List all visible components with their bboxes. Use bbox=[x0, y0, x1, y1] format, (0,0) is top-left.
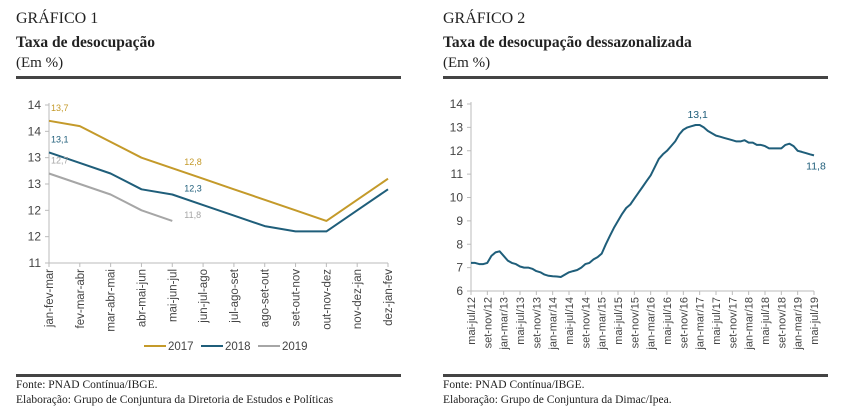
y-tick-label: 9 bbox=[456, 214, 463, 228]
credit-note: Elaboração: Grupo de Conjuntura da Dimac… bbox=[443, 394, 672, 406]
y-tick-label: 12 bbox=[450, 144, 464, 158]
data-label: 12,7 bbox=[51, 155, 69, 165]
x-tick-label: jan-mar/17 bbox=[695, 297, 707, 351]
source-note: Fonte: PNAD Contínua/IBGE. bbox=[443, 379, 585, 391]
x-tick-label: set-nov/14 bbox=[580, 297, 592, 348]
x-tick-label: abr-mai-jun bbox=[136, 269, 148, 327]
y-tick-label: 12 bbox=[28, 203, 42, 217]
chart-panel-2: GRÁFICO 2 Taxa de desocupação dessazonal… bbox=[443, 0, 828, 414]
y-tick-label: 11 bbox=[29, 256, 42, 270]
series-line-2017 bbox=[48, 119, 389, 222]
x-tick-label: jan-mar/18 bbox=[744, 297, 756, 351]
chart-unit: (Em %) bbox=[443, 55, 491, 71]
x-tick-label: jan-mar/14 bbox=[548, 297, 560, 351]
data-label: 13,7 bbox=[51, 103, 69, 113]
x-tick-label: jun-jul-ago bbox=[198, 269, 210, 324]
y-tick-label: 8 bbox=[456, 237, 463, 251]
data-label: 13,1 bbox=[51, 134, 69, 144]
x-tick-label: set-nov/12 bbox=[482, 297, 494, 348]
x-tick-label: mai-jul/13 bbox=[515, 297, 527, 345]
source-note: Fonte: PNAD Contínua/IBGE. bbox=[16, 379, 158, 391]
x-tick-label: dez-jan-fev bbox=[383, 269, 395, 326]
y-tick-label: 13 bbox=[450, 120, 464, 134]
y-tick-label: 14 bbox=[28, 124, 42, 138]
y-tick-label: 12 bbox=[28, 230, 42, 244]
x-tick-label: mai-jun-jul bbox=[167, 269, 179, 322]
y-tick-label: 7 bbox=[456, 261, 463, 275]
x-tick-label: set-nov/16 bbox=[678, 297, 690, 348]
x-tick-label: mai-jul/12 bbox=[466, 297, 478, 345]
series-line bbox=[471, 124, 815, 278]
chart-panel-1: GRÁFICO 1 Taxa de desocupação (Em %) Fon… bbox=[16, 0, 401, 414]
x-tick-label: set-out-nov bbox=[291, 269, 303, 327]
series-line-2018 bbox=[48, 151, 389, 233]
chart-unit: (Em %) bbox=[16, 55, 64, 71]
x-tick-label: mai-jul/14 bbox=[564, 297, 576, 345]
header-rule bbox=[443, 76, 828, 79]
legend-label: 2019 bbox=[282, 341, 308, 353]
y-tick-label: 6 bbox=[456, 284, 463, 298]
x-tick-label: jul-ago-set bbox=[229, 268, 241, 323]
y-tick-label: 13 bbox=[28, 177, 42, 191]
x-tick-label: fev-mar-abr bbox=[75, 269, 87, 329]
x-tick-label: jan-mar/15 bbox=[597, 297, 609, 351]
chart-title: Taxa de desocupação dessazonalizada bbox=[443, 34, 692, 51]
x-tick-label: jan-mar/16 bbox=[646, 297, 658, 351]
data-label: 12,8 bbox=[184, 157, 202, 167]
x-tick-label: set-nov/13 bbox=[531, 297, 543, 348]
credit-note: Elaboração: Grupo de Conjuntura da Diret… bbox=[16, 394, 334, 406]
x-tick-label: jan-mar/19 bbox=[793, 297, 805, 351]
x-tick-label: mai-jul/19 bbox=[809, 297, 821, 345]
x-tick-label: set-nov/17 bbox=[727, 297, 739, 348]
x-tick-label: mai-jul/18 bbox=[760, 297, 772, 345]
x-tick-label: mai-jul/17 bbox=[711, 297, 723, 345]
footer-rule bbox=[443, 374, 828, 377]
data-label: 12,3 bbox=[184, 184, 202, 194]
series-line-2019 bbox=[48, 172, 173, 222]
x-tick-label: set-nov/18 bbox=[776, 297, 788, 348]
y-tick-label: 10 bbox=[450, 191, 464, 205]
footer-rule bbox=[16, 374, 401, 377]
header-rule bbox=[16, 76, 401, 79]
chart-kicker: GRÁFICO 2 bbox=[443, 10, 526, 27]
x-tick-label: mai-jul/16 bbox=[662, 297, 674, 345]
legend-label: 2017 bbox=[168, 341, 194, 353]
y-tick-label: 11 bbox=[451, 167, 464, 181]
legend-label: 2018 bbox=[225, 341, 251, 353]
x-tick-label: jan-fev-mar bbox=[44, 269, 56, 328]
y-tick-label: 14 bbox=[28, 98, 42, 112]
y-tick-label: 13 bbox=[28, 151, 42, 165]
data-label: 11,8 bbox=[184, 210, 201, 220]
x-tick-label: ago-set-out bbox=[260, 268, 272, 327]
x-tick-label: set-nov/15 bbox=[629, 297, 641, 348]
chart-kicker: GRÁFICO 1 bbox=[16, 10, 99, 27]
y-tick-label: 14 bbox=[450, 97, 464, 111]
x-tick-label: mar-abr-mai bbox=[106, 269, 118, 332]
x-tick-label: nov-dez-jan bbox=[352, 269, 364, 329]
x-tick-label: jan-mar/13 bbox=[499, 297, 511, 351]
chart-title: Taxa de desocupação bbox=[16, 34, 155, 51]
data-label: 11,8 bbox=[806, 160, 826, 172]
data-label: 13,1 bbox=[687, 109, 708, 121]
x-tick-label: out-nov-dez bbox=[321, 269, 333, 330]
x-tick-label: mai-jul/15 bbox=[613, 297, 625, 345]
